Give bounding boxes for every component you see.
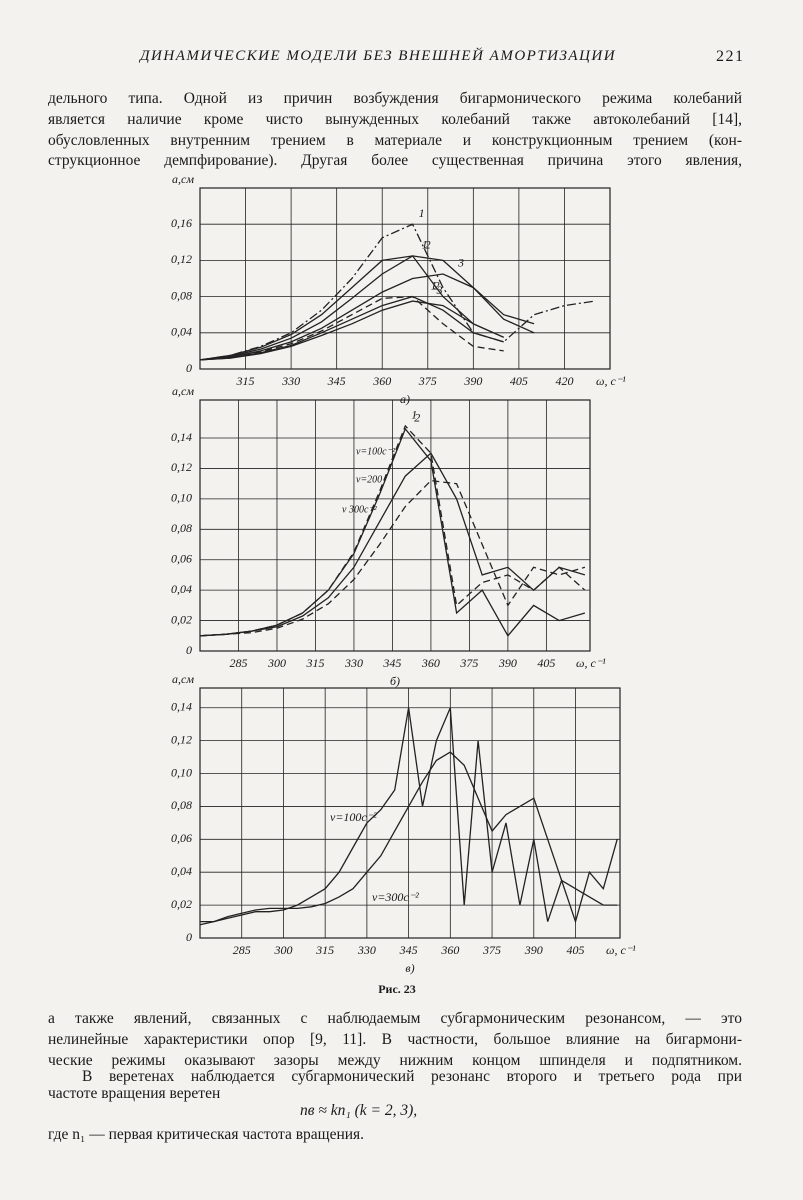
text-line: дельного типа. Одной из причин возбужден… <box>48 90 742 107</box>
series-line <box>199 751 618 926</box>
y-axis-label: a,см <box>172 384 194 398</box>
y-tick-label: 0 <box>186 643 192 657</box>
y-tick-label: 0,12 <box>171 732 192 746</box>
annotation: ν=200 <box>356 474 382 485</box>
y-tick-label: 0,14 <box>171 430 192 444</box>
x-tick-label: 330 <box>357 943 376 957</box>
text-line: нелинейные характеристики опор [9, 11]. … <box>48 1031 742 1048</box>
series-line <box>200 707 618 924</box>
figure-caption: Рис. 23 <box>378 982 416 996</box>
x-tick-label: 375 <box>459 656 478 670</box>
series-line <box>199 424 586 637</box>
y-axis-label: a,см <box>172 172 194 186</box>
y-tick-label: 0,08 <box>171 288 192 302</box>
series-line <box>199 300 504 361</box>
x-axis-label: ω, с⁻¹ <box>606 943 636 957</box>
series-label: 2 <box>414 411 420 425</box>
x-tick-label: 345 <box>399 943 418 957</box>
y-tick-label: 0,10 <box>171 491 192 505</box>
series-line <box>199 479 586 637</box>
x-tick-label: 345 <box>382 656 401 670</box>
series-line <box>199 295 504 361</box>
y-tick-label: 0,08 <box>171 798 192 812</box>
x-tick-label: 285 <box>229 656 247 670</box>
series-label: 1 <box>419 206 425 220</box>
annotation: ν 300с⁻² <box>342 504 378 515</box>
y-tick-label: 0,06 <box>171 831 192 845</box>
x-tick-label: 315 <box>305 656 324 670</box>
page-number: 221 <box>716 48 745 65</box>
y-tick-label: 0,08 <box>171 521 192 535</box>
series-line <box>199 452 586 637</box>
y-tick-label: 0,02 <box>171 612 192 626</box>
x-tick-label: 390 <box>463 374 482 388</box>
series-line <box>199 255 535 361</box>
x-tick-label: 390 <box>498 656 517 670</box>
x-tick-label: 285 <box>233 943 251 957</box>
x-tick-label: 405 <box>510 374 528 388</box>
text-line: В веретенах наблюдается субгармонический… <box>82 1068 742 1085</box>
x-tick-label: 420 <box>555 374 573 388</box>
series-label: 3 <box>457 256 464 270</box>
x-axis-label: ω, с⁻¹ <box>596 374 626 388</box>
series-label: 3 <box>436 283 443 297</box>
text-line: струкционное демпфирование). Другая боле… <box>48 152 742 169</box>
series-line <box>199 427 586 637</box>
y-tick-label: 0,02 <box>171 897 192 911</box>
panel-label: а) <box>400 392 410 406</box>
y-tick-label: 0,04 <box>171 582 192 596</box>
x-tick-label: 315 <box>236 374 255 388</box>
y-tick-label: 0 <box>186 930 192 944</box>
text-line: частоте вращения веретен <box>48 1085 221 1102</box>
y-tick-label: 0,04 <box>171 864 192 878</box>
running-title: ДИНАМИЧЕСКИЕ МОДЕЛИ БЕЗ ВНЕШНЕЙ АМОРТИЗА… <box>140 48 617 64</box>
annotation: ν=100с⁻² <box>356 446 396 457</box>
y-tick-label: 0,12 <box>171 252 192 266</box>
series-label: 2 <box>425 238 431 252</box>
text-line: ческие режимы оказывают зазоры между ниж… <box>48 1052 742 1069</box>
series-label: 1 <box>431 278 437 292</box>
x-tick-label: 360 <box>440 943 459 957</box>
series-label: 2 <box>434 278 440 292</box>
x-axis-label: ω, с⁻¹ <box>576 656 606 670</box>
x-tick-label: 360 <box>421 656 440 670</box>
series-line <box>199 223 595 361</box>
text-line: где n₁ — первая критическая частота вращ… <box>48 1126 365 1143</box>
x-tick-label: 375 <box>418 374 437 388</box>
text-line: является наличие кроме чисто вынужденных… <box>48 111 742 128</box>
y-tick-label: 0,14 <box>171 699 192 713</box>
x-tick-label: 315 <box>315 943 334 957</box>
x-tick-label: 375 <box>482 943 501 957</box>
x-tick-label: 360 <box>372 374 391 388</box>
x-tick-label: 330 <box>344 656 363 670</box>
x-tick-label: 405 <box>566 943 584 957</box>
series-label: ν=300с⁻² <box>372 890 419 904</box>
x-tick-label: 300 <box>267 656 286 670</box>
panel-label: в) <box>405 961 414 975</box>
series-line <box>199 273 535 361</box>
series-label: 1 <box>422 238 428 252</box>
y-tick-label: 0,04 <box>171 325 192 339</box>
series-label: ν=100с⁻² <box>330 810 377 824</box>
formula: nв ≈ kn₁ (k = 2, 3), <box>300 1102 418 1119</box>
text-line: а также явлений, связанных с наблюдаемым… <box>48 1010 742 1027</box>
y-tick-label: 0,10 <box>171 765 192 779</box>
x-tick-label: 405 <box>537 656 555 670</box>
y-tick-label: 0,12 <box>171 460 192 474</box>
x-tick-label: 390 <box>524 943 543 957</box>
y-tick-label: 0 <box>186 361 192 375</box>
text-line: обусловленных внутренним трением в матер… <box>48 132 742 149</box>
x-tick-label: 330 <box>281 374 300 388</box>
plot-frame <box>199 187 611 370</box>
panel-label: б) <box>390 674 400 688</box>
y-tick-label: 0,06 <box>171 551 192 565</box>
y-tick-label: 0,16 <box>171 216 192 230</box>
y-axis-label: a,см <box>172 672 194 686</box>
x-tick-label: 345 <box>327 374 346 388</box>
series-label: 1 <box>411 408 417 422</box>
x-tick-label: 300 <box>273 943 292 957</box>
series-line <box>199 255 504 361</box>
